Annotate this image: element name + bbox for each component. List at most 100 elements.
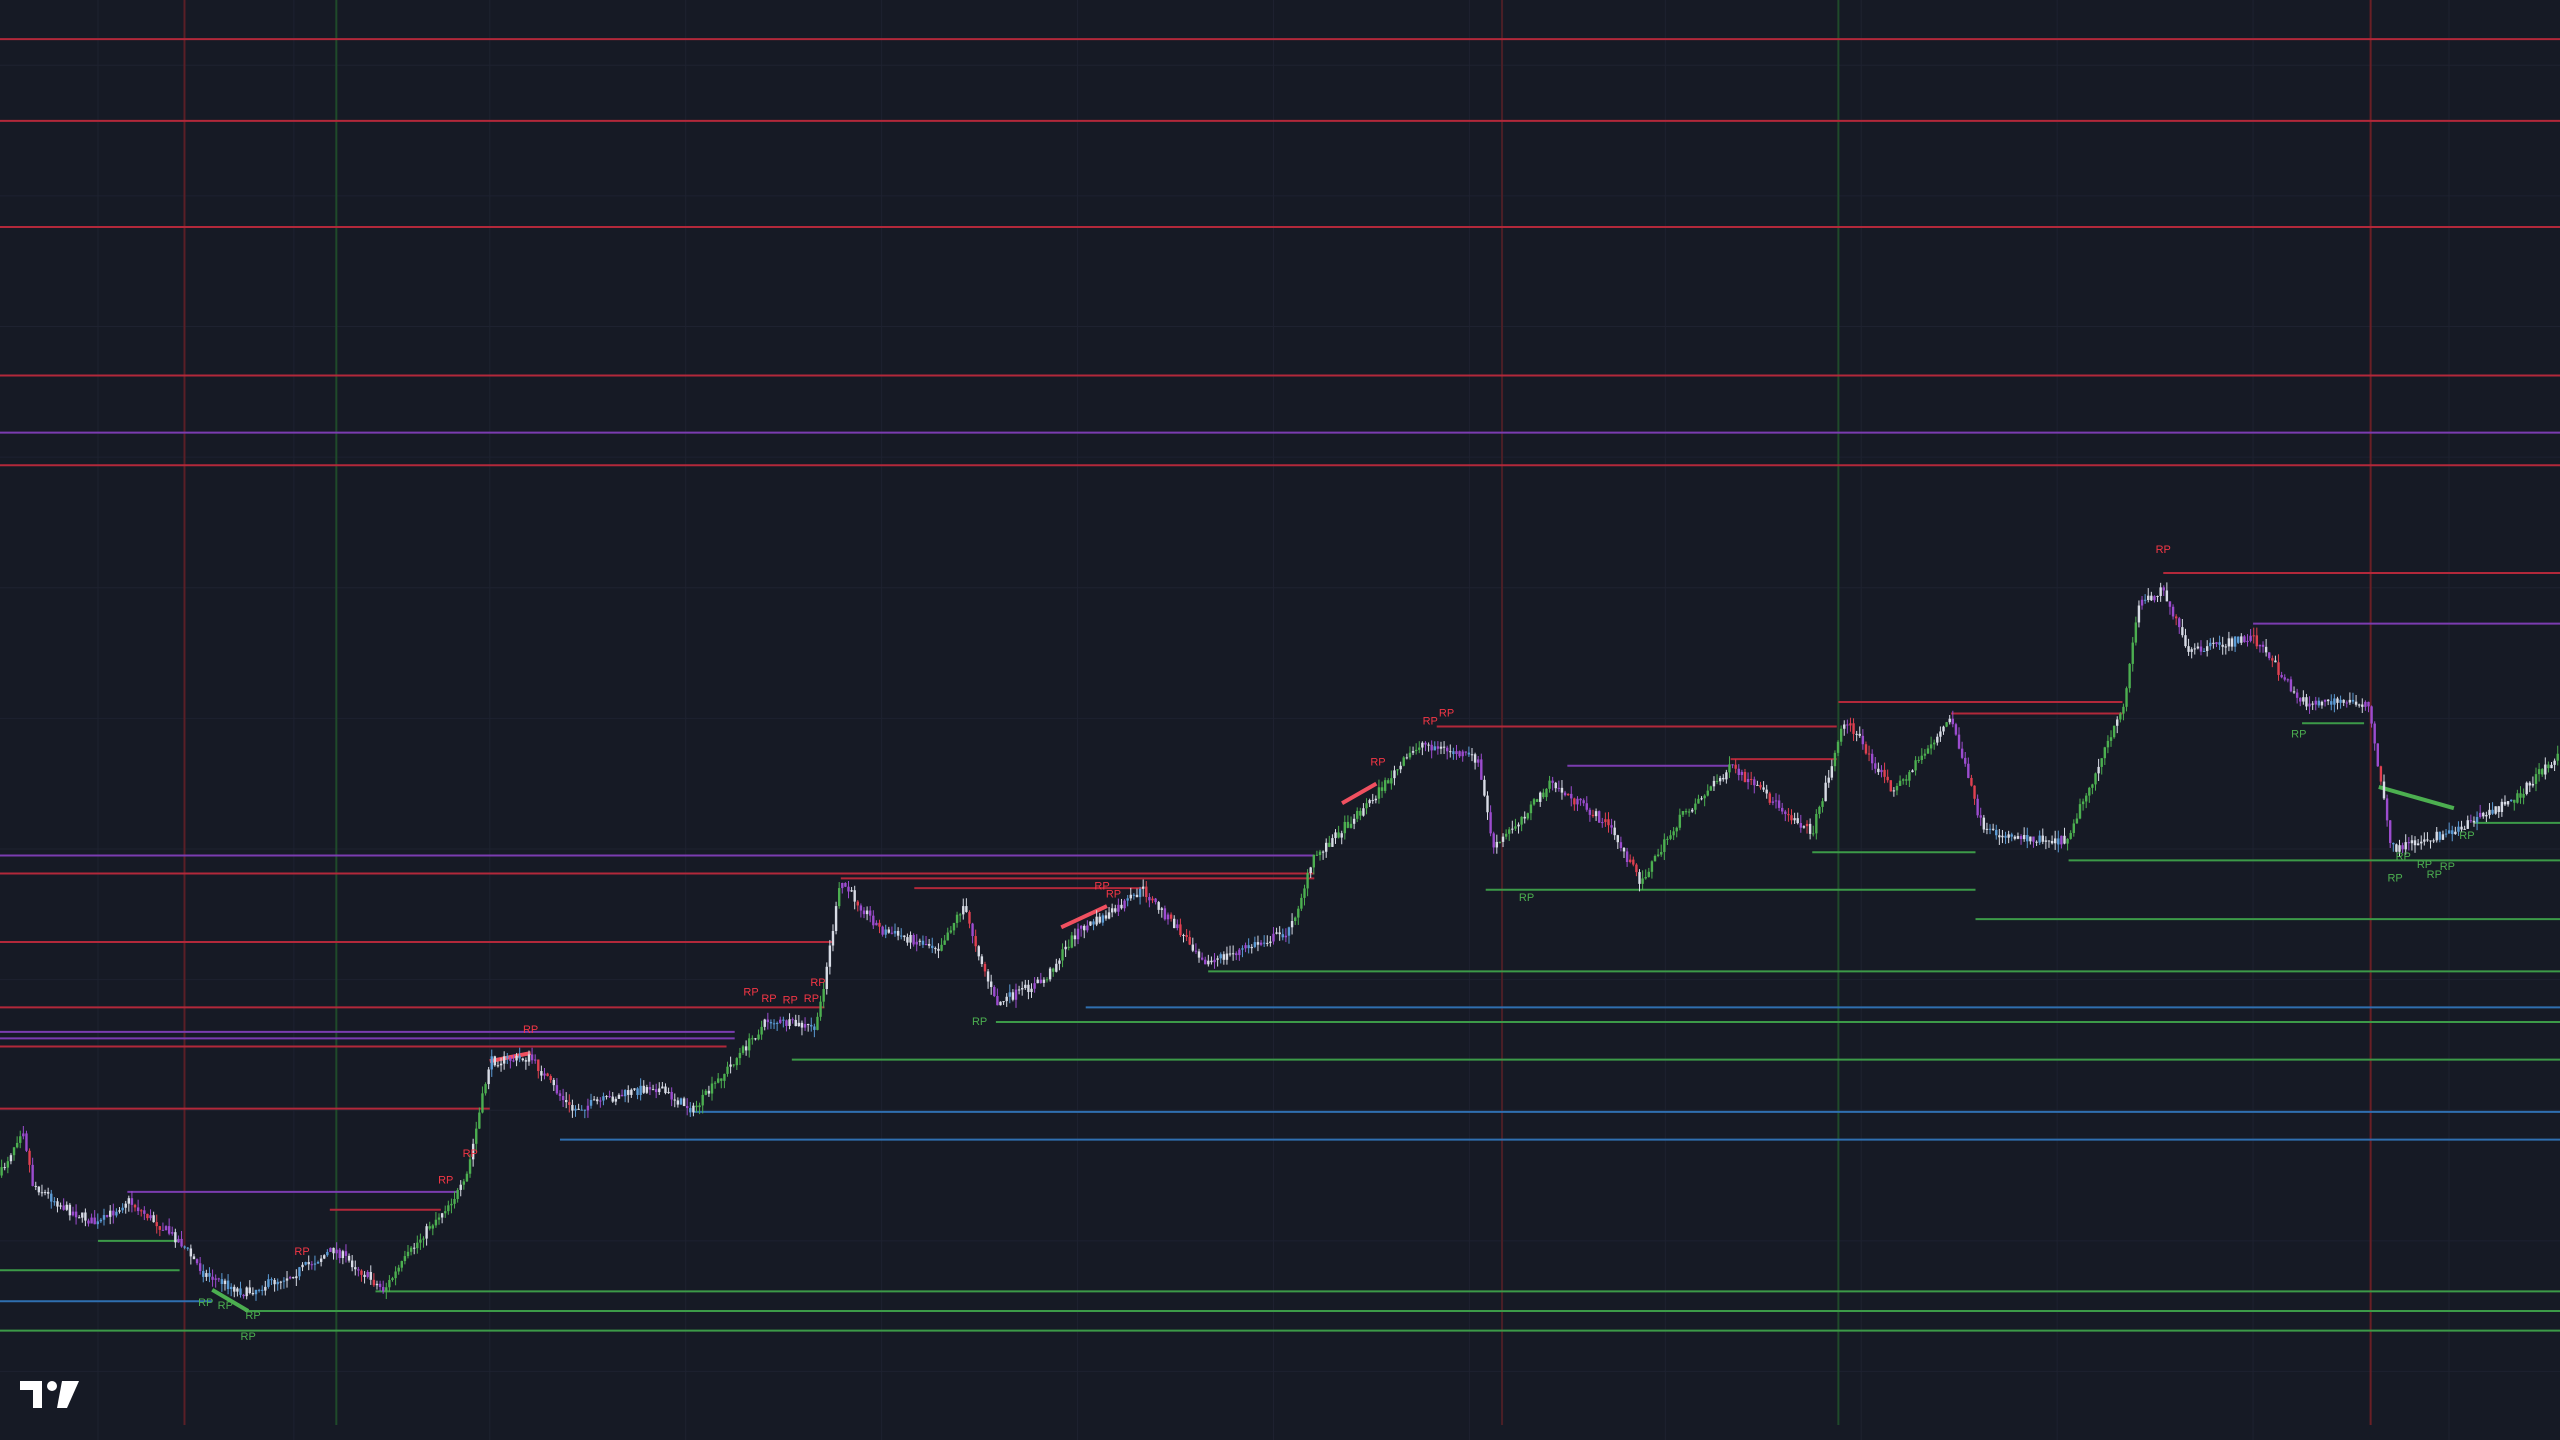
candle-body [738,1052,742,1059]
candle-body [1399,765,1402,770]
candle-body [1349,823,1353,828]
rp-label: RP [2387,872,2402,884]
candle-body [1660,851,1663,855]
candle-body [915,941,918,945]
candle-body [1377,787,1381,799]
candle-body [2246,640,2249,643]
candle-body [571,1104,574,1111]
candle-body [1839,728,1843,742]
candle-body [1461,751,1464,757]
candle-body [1200,957,1204,960]
candle-body [416,1242,419,1249]
logo-v [57,1381,79,1408]
candle-body [2351,699,2355,702]
candle-body [2190,649,2193,652]
candle-body [890,932,894,934]
candle-body [143,1210,146,1214]
candle-body [1058,960,1061,964]
candle-body [2184,635,2187,647]
candle-body [279,1281,283,1283]
candle-body [729,1064,732,1067]
candle-body [1691,809,1694,812]
candle-body [307,1262,310,1265]
candle-body [614,1098,618,1102]
candle-body [977,946,980,957]
candle-body [2100,758,2103,767]
candle-body [1622,848,1626,852]
candle-body [43,1192,47,1194]
candle-body [1160,908,1163,910]
candle-body [292,1277,295,1279]
candle-body [1635,864,1638,873]
candle-body [1104,915,1108,919]
candle-body [2209,642,2212,647]
candle-body [2295,692,2299,698]
candle-body [127,1198,131,1204]
candle-body [2280,674,2283,678]
candle-body [1824,782,1827,802]
rp-label: RP [810,977,825,989]
candle-body [109,1210,112,1217]
candle-body [1266,942,1269,944]
levels [0,38,2560,1332]
candle-body [53,1201,56,1203]
candle-body [251,1292,255,1295]
candle-body [490,1056,493,1070]
candle-body [633,1088,636,1090]
candle-body [2494,806,2497,814]
candle-body [2289,679,2293,692]
candle-body [2140,599,2144,606]
candle-body [958,914,962,916]
candle-body [989,981,993,988]
candle-body [1787,814,1790,816]
candle-body [1712,780,1716,787]
candle-body [1253,942,1257,947]
candle-body [1129,894,1132,899]
candle-body [1880,769,1883,773]
candle-body [1048,968,1052,980]
candle-body [1495,841,1499,848]
rp-label: RP [2427,869,2442,881]
candle-body [248,1287,251,1293]
candle-body [2339,699,2342,703]
candle-body [2503,801,2507,805]
candle-body [329,1247,332,1252]
candle-body [1703,795,1706,799]
candle-body [2311,703,2314,705]
candle-body [667,1091,670,1094]
candle-body [400,1261,403,1268]
candle-body [1566,793,1570,796]
candle-body [285,1278,289,1281]
candle-body [2029,836,2032,842]
candle-body [2041,835,2044,842]
candle-body [341,1251,345,1259]
candle-body [223,1280,227,1285]
candle-body [1483,779,1486,796]
logo-dot [47,1381,57,1391]
candle-body [2165,590,2169,602]
candle-body [1706,790,1709,796]
candle-body [2091,784,2094,788]
candle-body [1753,779,1756,786]
candle-body [2299,697,2302,702]
rp-label: RP [804,993,819,1005]
candle-body [1244,945,1247,949]
candle-body [2237,636,2240,643]
candle-body [577,1108,580,1110]
candle-body [1818,806,1821,814]
candle-body [1132,894,1136,896]
candle-body [881,926,884,935]
candle-body [1666,838,1669,840]
candle-body [1486,795,1489,813]
candle-body [1383,780,1387,791]
candle-body [965,906,968,912]
candle-body [568,1102,571,1105]
candle-body [884,929,887,935]
candle-body [1877,768,1880,773]
candle-body [1117,904,1120,912]
candle-body [2382,781,2386,799]
candle-body [2230,638,2234,647]
candle-body [1374,798,1378,801]
candle-body [2249,635,2252,641]
